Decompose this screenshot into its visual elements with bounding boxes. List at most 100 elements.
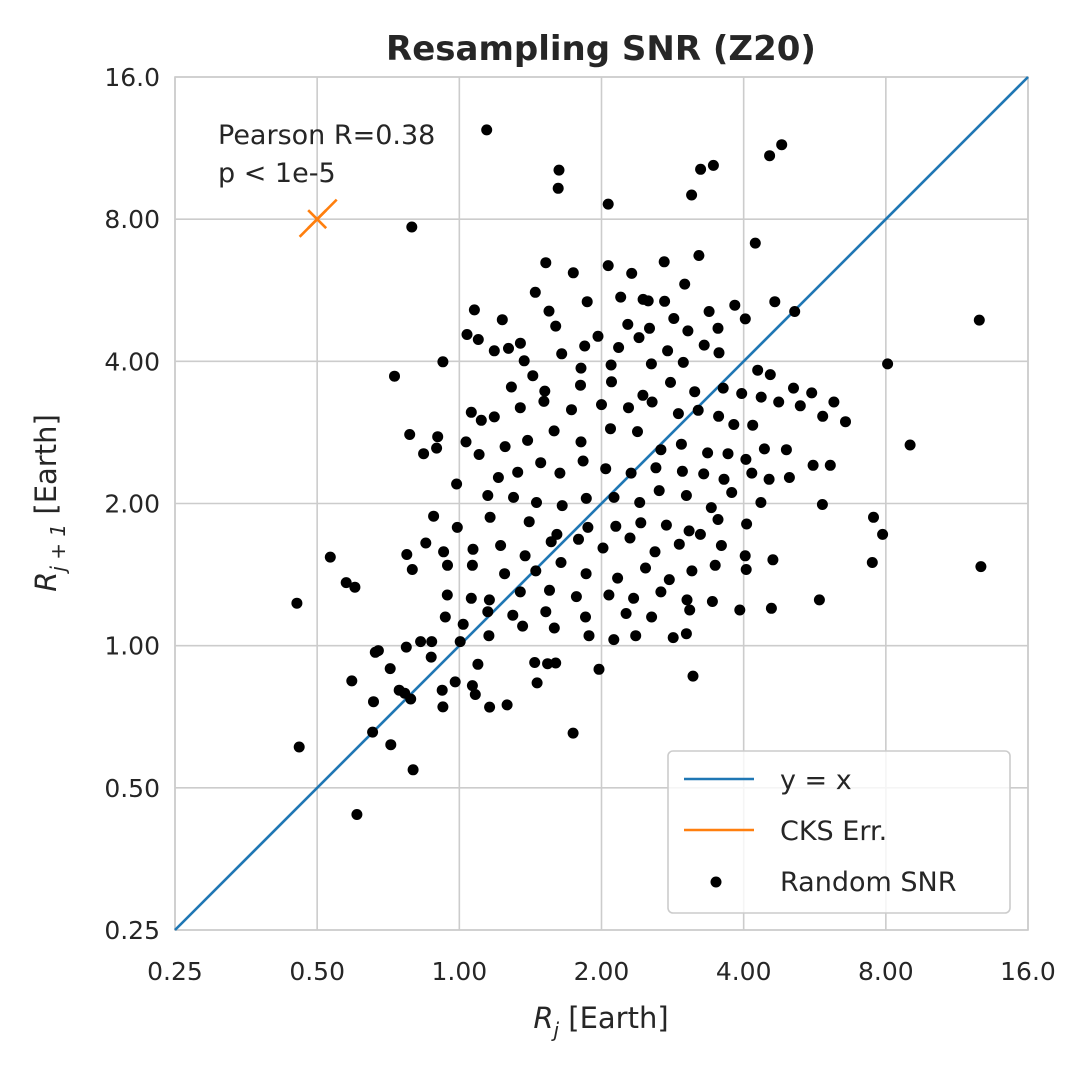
scatter-point — [466, 559, 478, 571]
scatter-point — [400, 641, 412, 653]
scatter-point — [567, 267, 579, 279]
scatter-point — [722, 448, 734, 460]
scatter-point — [765, 602, 777, 614]
scatter-point — [739, 313, 751, 325]
scatter-point — [663, 574, 675, 586]
scatter-point — [681, 594, 693, 606]
scatter-point — [499, 441, 511, 453]
scatter-point — [749, 237, 761, 249]
scatter-point — [608, 491, 620, 503]
scatter-point — [806, 387, 818, 399]
y-tick-label: 2.00 — [104, 490, 160, 519]
scatter-point — [694, 528, 706, 540]
scatter-point — [637, 389, 649, 401]
scatter-point — [673, 538, 685, 550]
scatter-point — [603, 589, 615, 601]
scatter-point — [686, 189, 698, 201]
scatter-point — [503, 342, 514, 354]
scatter-point — [465, 406, 477, 418]
scatter-point — [385, 739, 397, 751]
scatter-point — [659, 295, 671, 307]
scatter-point — [384, 663, 396, 675]
scatter-point — [457, 618, 469, 630]
x-tick-label: 16.0 — [1000, 957, 1056, 986]
scatter-point — [605, 423, 616, 435]
scatter-point — [550, 657, 562, 669]
scatter-point — [695, 163, 707, 175]
scatter-point — [293, 741, 305, 753]
scatter-point — [499, 568, 511, 580]
scatter-point — [488, 411, 500, 423]
scatter-point — [624, 532, 636, 544]
scatter-point — [780, 444, 792, 456]
scatter-point — [501, 699, 513, 711]
scatter-point — [734, 604, 746, 616]
scatter-point — [683, 525, 695, 537]
scatter-point — [712, 322, 724, 334]
scatter-point — [554, 467, 566, 479]
scatter-point — [717, 382, 729, 394]
scatter-point — [840, 416, 851, 428]
scatter-point — [877, 528, 889, 540]
scatter-point — [437, 356, 449, 368]
scatter-point — [473, 449, 485, 460]
scatter-point — [401, 549, 413, 560]
scatter-point — [580, 611, 591, 623]
x-tick-label: 8.00 — [858, 957, 914, 986]
scatter-point — [324, 551, 336, 563]
scatter-point — [567, 727, 579, 739]
scatter-point — [482, 606, 494, 618]
x-axis-label: Rj [Earth] — [533, 1001, 668, 1042]
scatter-point — [653, 485, 665, 497]
scatter-point — [449, 676, 461, 688]
scatter-point — [514, 337, 526, 349]
scatter-point — [472, 334, 484, 345]
p-value-annotation: p < 1e-5 — [218, 158, 336, 189]
scatter-point — [620, 608, 632, 619]
scatter-point — [438, 546, 450, 558]
scatter-point — [676, 465, 688, 477]
scatter-point — [747, 419, 759, 431]
scatter-point — [593, 663, 605, 675]
scatter-point — [550, 320, 562, 332]
y-axis-label-unit: [Earth] — [29, 414, 63, 524]
y-axis-label-symbol: R — [29, 572, 63, 592]
scatter-point — [581, 296, 593, 308]
scatter-point — [665, 376, 676, 388]
scatter-point — [698, 339, 710, 351]
scatter-point — [496, 314, 508, 326]
scatter-point — [484, 701, 496, 713]
scatter-point — [406, 221, 418, 233]
y-tick-label: 8.00 — [104, 205, 160, 234]
scatter-point — [677, 356, 689, 368]
scatter-point — [816, 499, 828, 510]
scatter-point — [451, 478, 463, 490]
scatter-point — [407, 764, 419, 776]
scatter-point — [630, 630, 642, 642]
scatter-point — [625, 467, 637, 479]
scatter-point — [693, 250, 705, 261]
scatter-point — [583, 630, 595, 642]
scatter-point — [432, 431, 444, 443]
scatter-point — [615, 291, 627, 303]
legend-label-random-snr: Random SNR — [780, 867, 956, 898]
scatter-point — [728, 419, 740, 430]
scatter-point — [794, 400, 806, 412]
scatter-point — [539, 385, 551, 397]
scatter-point — [904, 439, 916, 451]
scatter-point — [527, 370, 539, 382]
y-tick-label: 4.00 — [104, 347, 160, 376]
scatter-point — [349, 581, 361, 593]
scatter-point — [783, 472, 795, 483]
scatter-point — [431, 442, 443, 454]
plot-frame — [174, 76, 1029, 931]
scatter-point — [767, 554, 779, 566]
scatter-point — [602, 260, 614, 272]
scatter-point — [420, 537, 432, 549]
x-axis-label-subscript: j — [550, 1018, 559, 1042]
series-layer — [174, 76, 1029, 931]
scatter-point — [540, 257, 552, 269]
scatter-point — [540, 606, 552, 618]
scatter-point — [736, 388, 748, 399]
scatter-point — [668, 313, 680, 324]
